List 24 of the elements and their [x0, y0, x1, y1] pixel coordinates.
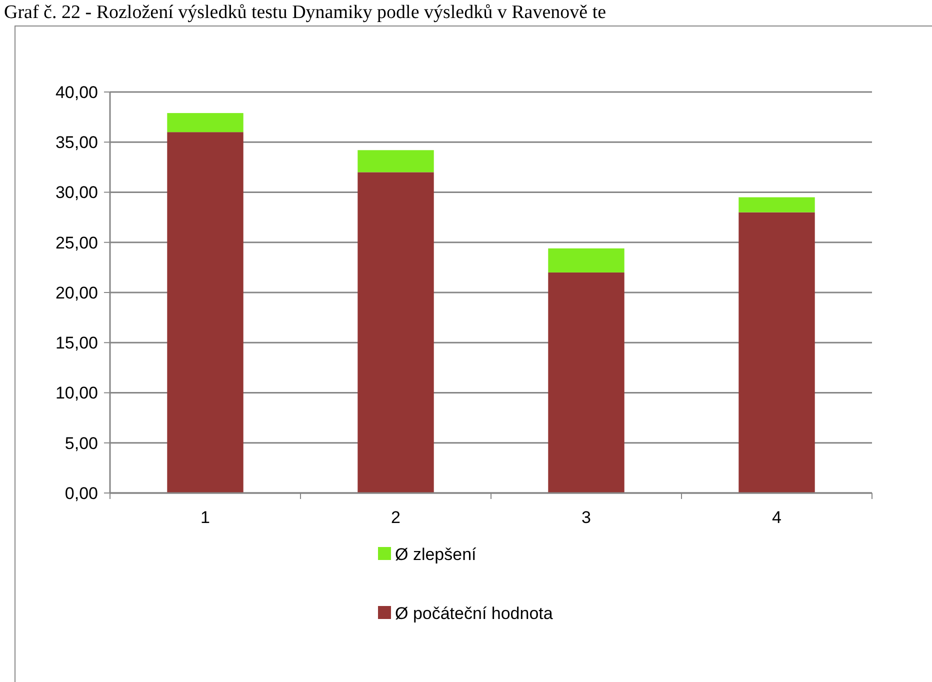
- chart-title: Graf č. 22 - Rozložení výsledků testu Dynamiky podle výsledků v Ravenově te: [4, 2, 606, 23]
- legend-label: Ø zlepšení: [395, 544, 477, 564]
- bar: [167, 132, 244, 493]
- x-tick-label: 1: [200, 508, 210, 527]
- y-tick-label: 35,00: [55, 133, 98, 152]
- y-tick-label: 5,00: [64, 434, 98, 453]
- x-tick-label: 3: [582, 508, 591, 527]
- y-tick-label: 20,00: [55, 283, 98, 302]
- bar: [548, 248, 624, 272]
- bar: [738, 212, 815, 493]
- x-tick-label: 2: [391, 508, 400, 527]
- bar: [358, 172, 434, 493]
- bar: [548, 272, 624, 493]
- y-tick-label: 0,00: [64, 484, 98, 503]
- y-tick-label: 25,00: [55, 233, 98, 252]
- bar: [358, 150, 434, 172]
- y-tick-label: 30,00: [55, 183, 98, 202]
- y-tick-label: 15,00: [55, 334, 98, 353]
- y-tick-label: 10,00: [55, 384, 98, 403]
- bar: [167, 113, 244, 132]
- y-tick-label: 40,00: [55, 82, 98, 102]
- legend-label: Ø počáteční hodnota: [395, 604, 554, 623]
- bar: [738, 197, 815, 212]
- x-tick-label: 4: [772, 508, 782, 527]
